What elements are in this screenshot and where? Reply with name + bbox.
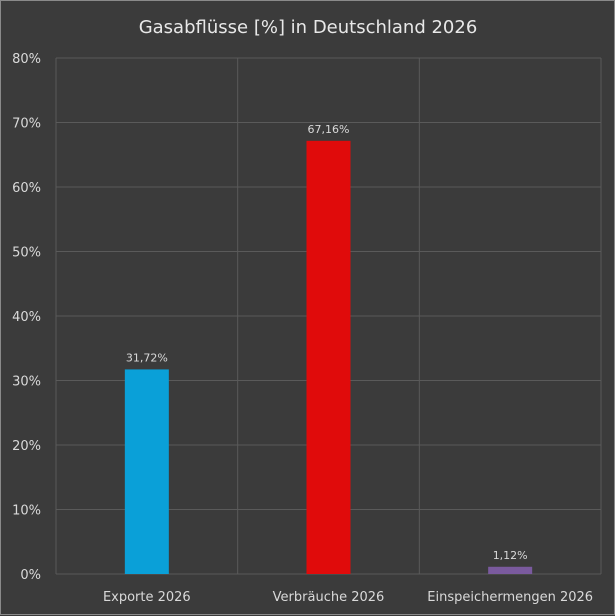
y-tick-label: 70% <box>12 117 41 132</box>
x-category-label: Einspeichermengen 2026 <box>427 590 593 605</box>
bar <box>306 140 351 574</box>
bar <box>124 369 169 574</box>
y-tick-label: 60% <box>12 181 41 196</box>
data-label: 31,72% <box>126 351 168 364</box>
x-category-label: Exporte 2026 <box>103 590 191 605</box>
data-label: 1,12% <box>493 549 528 562</box>
y-axis-ticks: 0% 10% 20% 30% 40% 50% 60% 70% 80% <box>12 52 41 583</box>
chart-title: Gasabflüsse [%] in Deutschland 2026 <box>139 17 478 38</box>
y-tick-label: 40% <box>12 310 41 325</box>
y-tick-label: 50% <box>12 246 41 261</box>
y-tick-label: 0% <box>20 568 41 583</box>
bars <box>124 140 533 574</box>
y-tick-label: 10% <box>12 504 41 519</box>
bar <box>488 566 533 574</box>
y-tick-label: 80% <box>12 52 41 67</box>
x-category-label: Verbräuche 2026 <box>273 590 385 605</box>
data-labels: 31,72% 67,16% 1,12% <box>126 123 528 562</box>
y-tick-label: 20% <box>12 439 41 454</box>
x-axis-categories: Exporte 2026 Verbräuche 2026 Einspeicherme… <box>103 590 593 605</box>
y-tick-label: 30% <box>12 375 41 390</box>
data-label: 67,16% <box>308 123 350 136</box>
